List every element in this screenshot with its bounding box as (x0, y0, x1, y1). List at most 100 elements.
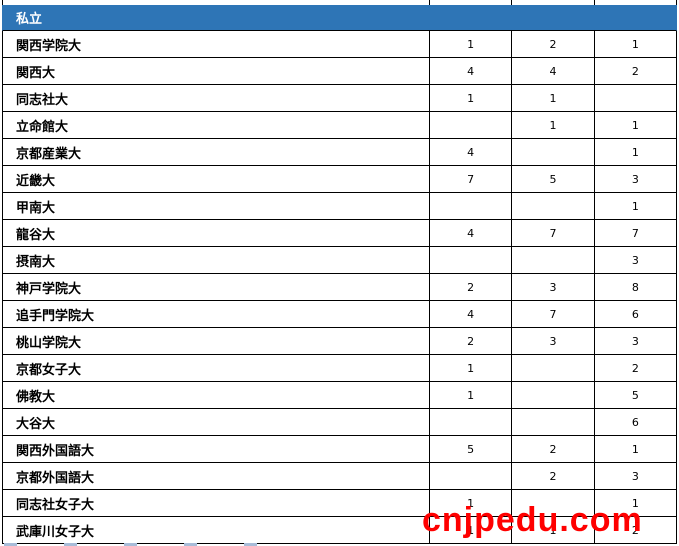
table-row: 京都産業大 4 1 (2, 139, 677, 166)
university-name-cell: 京都産業大 (16, 145, 82, 161)
table-row: 京都女子大 1 2 (2, 355, 677, 382)
count-cell: 1 (429, 517, 511, 543)
university-name-cell: 関西学院大 (16, 37, 82, 53)
university-name-cell: 近畿大 (16, 172, 56, 188)
count-cell: 1 (511, 517, 593, 543)
count-cell: 7 (511, 301, 593, 327)
table-row: 関西学院大 1 2 1 (2, 31, 677, 58)
table-row: 佛教大 1 5 (2, 382, 677, 409)
count-cell (511, 490, 593, 516)
count-cell: 2 (593, 355, 676, 381)
count-cell: 1 (593, 436, 676, 462)
count-cell: 7 (593, 220, 676, 246)
partial-row-top (2, 0, 677, 5)
count-cell: 1 (593, 31, 676, 57)
count-cell (429, 112, 511, 138)
table-body: 関西学院大 1 2 1 関西大 4 4 2 同志社大 1 1 立命館大 1 1 京都産業大 4 1 近畿大 7 5 3 甲… (2, 31, 677, 544)
count-cell: 6 (593, 301, 676, 327)
partial-count-cell (429, 0, 511, 5)
count-cell: 1 (429, 490, 511, 516)
university-name-cell: 追手門学院大 (16, 307, 95, 323)
count-cell: 1 (593, 112, 676, 138)
table-row: 龍谷大 4 7 7 (2, 220, 677, 247)
count-cell: 1 (429, 382, 511, 408)
count-cell (511, 382, 593, 408)
university-name-cell: 摂南大 (16, 253, 56, 269)
partial-name-cell (3, 0, 429, 5)
university-name-cell: 京都外国語大 (16, 469, 95, 485)
university-name-cell: 立命館大 (16, 118, 69, 134)
count-cell: 2 (593, 58, 676, 84)
count-cell (511, 247, 593, 273)
table-row: 近畿大 7 5 3 (2, 166, 677, 193)
count-cell: 1 (429, 355, 511, 381)
university-name-cell: 桃山学院大 (16, 334, 82, 350)
count-cell: 1 (593, 490, 676, 516)
partial-count-cell (511, 0, 593, 5)
count-cell: 3 (511, 274, 593, 300)
table-row: 武庫川女子大 1 1 2 (2, 517, 677, 544)
section-header-private-universities: 私立 (2, 5, 677, 31)
table-row: 同志社女子大 1 1 (2, 490, 677, 517)
table-row: 京都外国語大 2 3 (2, 463, 677, 490)
partial-count-cell (593, 0, 676, 5)
university-name-cell: 神戸学院大 (16, 280, 82, 296)
count-cell (511, 139, 593, 165)
section-header-label: 私立 (16, 11, 43, 26)
university-name-cell: 関西外国語大 (16, 442, 95, 458)
count-cell: 3 (593, 166, 676, 192)
university-name-cell: 甲南大 (16, 199, 56, 215)
count-cell: 8 (593, 274, 676, 300)
count-cell (511, 193, 593, 219)
count-cell: 1 (511, 112, 593, 138)
university-name-cell: 京都女子大 (16, 361, 82, 377)
count-cell (511, 409, 593, 435)
count-cell: 7 (429, 166, 511, 192)
count-cell: 4 (429, 220, 511, 246)
count-cell: 2 (511, 463, 593, 489)
count-cell: 3 (593, 247, 676, 273)
university-name-cell: 大谷大 (16, 415, 56, 431)
count-cell: 5 (593, 382, 676, 408)
table-row: 関西外国語大 5 2 1 (2, 436, 677, 463)
count-cell: 7 (511, 220, 593, 246)
university-name-cell: 龍谷大 (16, 226, 56, 242)
university-name-cell: 同志社大 (16, 91, 69, 107)
count-cell: 4 (511, 58, 593, 84)
count-cell: 5 (511, 166, 593, 192)
count-cell: 4 (429, 301, 511, 327)
count-cell (429, 247, 511, 273)
count-cell: 2 (593, 517, 676, 543)
university-name-cell: 佛教大 (16, 388, 56, 404)
table-row: 追手門学院大 4 7 6 (2, 301, 677, 328)
table-row: 神戸学院大 2 3 8 (2, 274, 677, 301)
university-name-cell: 同志社女子大 (16, 496, 95, 512)
count-cell: 1 (429, 85, 511, 111)
count-cell: 1 (593, 193, 676, 219)
count-cell: 2 (511, 31, 593, 57)
university-name-cell: 関西大 (16, 64, 56, 80)
count-cell: 4 (429, 58, 511, 84)
partial-row-bottom (4, 543, 294, 546)
table-row: 甲南大 1 (2, 193, 677, 220)
table-row: 大谷大 6 (2, 409, 677, 436)
table-row: 関西大 4 4 2 (2, 58, 677, 85)
table-row: 立命館大 1 1 (2, 112, 677, 139)
table-row: 同志社大 1 1 (2, 85, 677, 112)
count-cell: 2 (429, 328, 511, 354)
count-cell (429, 409, 511, 435)
count-cell: 5 (429, 436, 511, 462)
count-cell: 1 (511, 85, 593, 111)
count-cell (429, 193, 511, 219)
count-cell (429, 463, 511, 489)
count-cell: 2 (511, 436, 593, 462)
count-cell: 3 (593, 463, 676, 489)
count-cell: 6 (593, 409, 676, 435)
count-cell: 1 (429, 31, 511, 57)
count-cell: 3 (511, 328, 593, 354)
table-row: 桃山学院大 2 3 3 (2, 328, 677, 355)
count-cell (511, 355, 593, 381)
count-cell: 2 (429, 274, 511, 300)
